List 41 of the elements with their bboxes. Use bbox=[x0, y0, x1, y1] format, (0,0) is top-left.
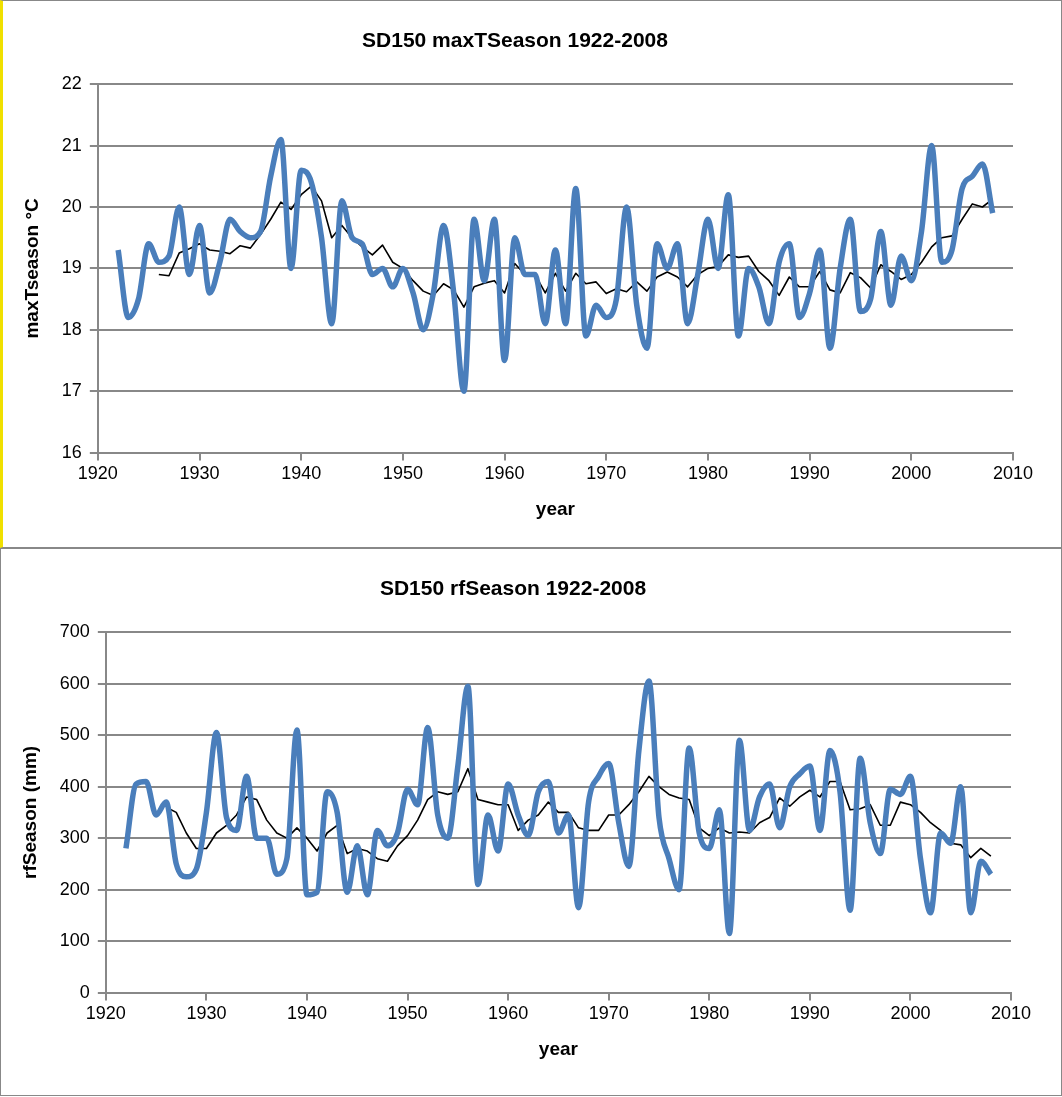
x-tick-label: 1990 bbox=[789, 463, 830, 484]
y-tick-label: 0 bbox=[79, 981, 90, 1002]
y-tick-label: 200 bbox=[59, 878, 90, 899]
x-tick-label: 1930 bbox=[186, 1003, 227, 1024]
x-tick-label: 2010 bbox=[990, 1003, 1032, 1024]
x-tick-label: 1920 bbox=[85, 1003, 126, 1024]
y-tick-label: 500 bbox=[59, 724, 90, 745]
y-tick-label: 21 bbox=[61, 134, 82, 155]
x-tick-label: 1950 bbox=[387, 1003, 428, 1024]
x-tick-label: 1980 bbox=[687, 463, 728, 484]
y-tick-label: 18 bbox=[61, 318, 82, 339]
x-tick-label: 1940 bbox=[286, 1003, 327, 1024]
x-tick-label: 1970 bbox=[588, 1003, 629, 1024]
x-tick-label: 1970 bbox=[586, 463, 627, 484]
y-tick-label: 600 bbox=[59, 672, 90, 693]
y-axis-title: rfSeason (mm) bbox=[18, 745, 40, 879]
x-tick-label: 1940 bbox=[281, 463, 322, 484]
x-tick-label: 1950 bbox=[382, 463, 423, 484]
y-tick-label: 22 bbox=[61, 73, 82, 94]
x-tick-label: 1960 bbox=[484, 463, 525, 484]
y-tick-label: 16 bbox=[61, 441, 82, 462]
chart-title: SD150 maxTSeason 1922-2008 bbox=[362, 28, 669, 52]
y-axis-title: maxTseason °C bbox=[20, 197, 42, 339]
x-axis-title: year bbox=[538, 1037, 579, 1059]
y-tick-label: 17 bbox=[61, 380, 82, 401]
x-tick-label: 1990 bbox=[789, 1003, 830, 1024]
y-tick-label: 700 bbox=[59, 621, 90, 642]
x-axis-title: year bbox=[535, 497, 576, 519]
y-tick-label: 400 bbox=[59, 775, 90, 796]
x-tick-label: 1930 bbox=[179, 463, 220, 484]
chart-title: SD150 rfSeason 1922-2008 bbox=[379, 576, 647, 600]
x-tick-label: 2010 bbox=[992, 463, 1034, 484]
x-tick-label: 2000 bbox=[891, 463, 932, 484]
y-tick-label: 300 bbox=[59, 827, 90, 848]
x-tick-label: 1960 bbox=[488, 1003, 529, 1024]
x-tick-label: 1920 bbox=[77, 463, 118, 484]
x-tick-label: 1980 bbox=[689, 1003, 730, 1024]
y-tick-label: 19 bbox=[61, 257, 82, 278]
x-tick-label: 2000 bbox=[890, 1003, 931, 1024]
y-tick-label: 100 bbox=[59, 930, 90, 951]
y-tick-label: 20 bbox=[61, 195, 82, 216]
